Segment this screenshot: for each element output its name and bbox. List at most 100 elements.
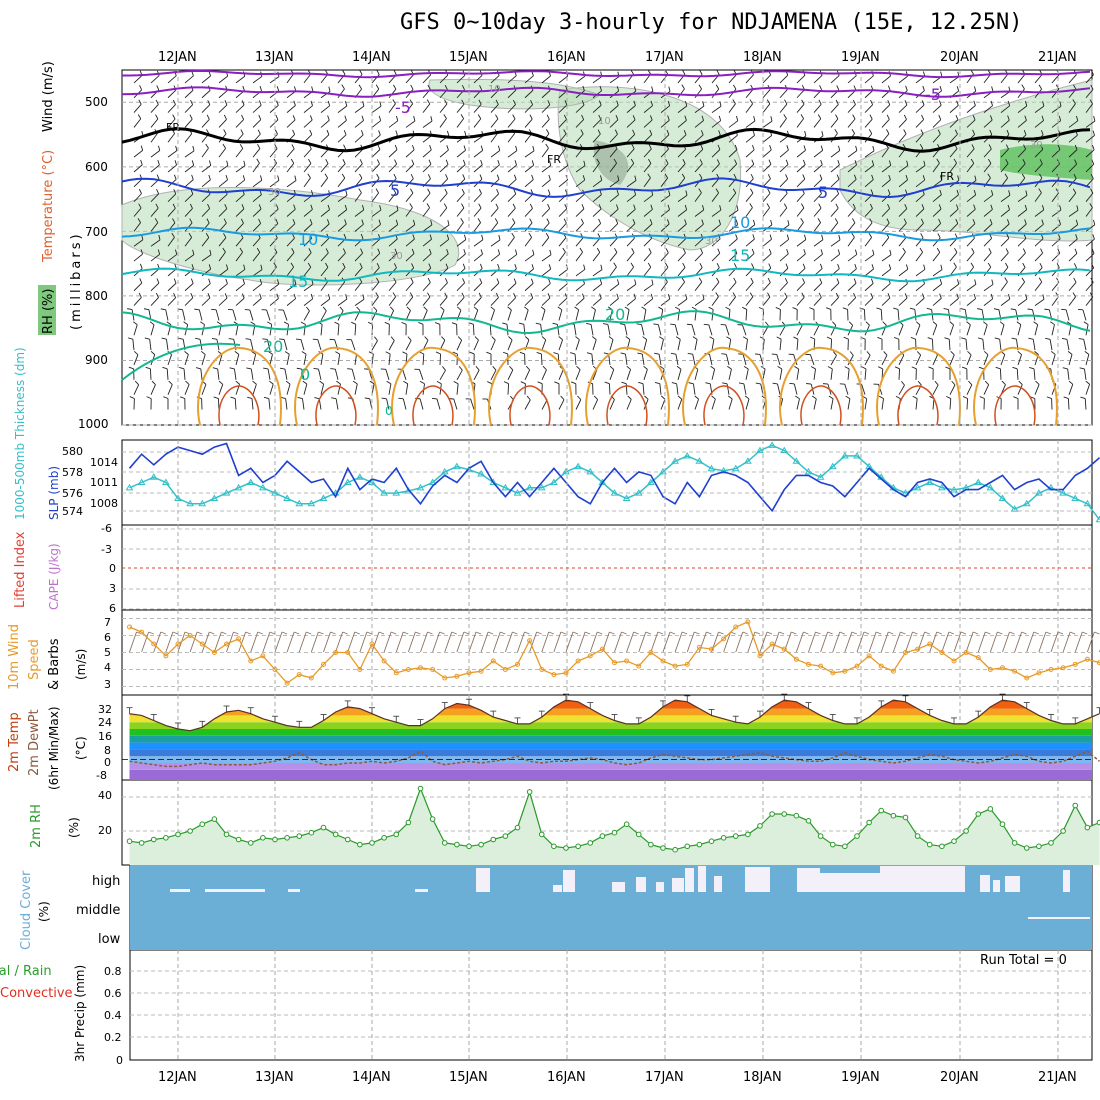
wind-barb-flag: [1072, 188, 1077, 194]
wind-barb: [813, 178, 823, 188]
wind-barb: [235, 75, 246, 84]
wind-barb: [762, 164, 772, 173]
wind-barb: [439, 224, 450, 232]
wind-barb: [626, 237, 635, 247]
wind-barb-flag: [972, 218, 976, 224]
wind-barb-flag: [633, 189, 637, 196]
wind-barb-flag: [259, 175, 263, 181]
wind-barb-flag: [825, 307, 831, 310]
wind-barb: [592, 148, 601, 158]
wind-barb-flag: [564, 203, 568, 209]
wind-barb: [1017, 120, 1027, 128]
thickness-point: [1034, 489, 1043, 496]
wind-barb: [932, 269, 943, 277]
surface-wind-barb-flag: [390, 631, 397, 635]
wind-barb: [932, 324, 938, 336]
wind-barb: [694, 163, 703, 173]
wind-speed-point: [308, 675, 314, 681]
wind-barb-flag: [597, 233, 601, 239]
wind-barb: [541, 339, 547, 351]
wind-barb: [915, 90, 925, 99]
wind-barb-flag: [222, 143, 227, 149]
thickness-point: [610, 489, 619, 496]
wind-barb: [507, 297, 516, 306]
wind-barb-flag: [616, 86, 620, 92]
wind-label: Wind (m/s): [41, 61, 56, 132]
wind-barb-flag: [868, 232, 873, 238]
wind-barb: [217, 368, 220, 380]
rh-label: RH (%): [41, 289, 56, 334]
wind-barb: [796, 325, 803, 336]
wind-barb-flag: [552, 322, 558, 325]
wind-barb: [966, 223, 976, 232]
wind-barb: [898, 251, 906, 262]
wind-barb: [1034, 281, 1043, 292]
wind-barb-flag: [855, 145, 858, 151]
wind-speed-point: [709, 646, 714, 652]
cloud-gap: [612, 882, 625, 892]
wind-barb: [473, 118, 482, 128]
wind-barb-flag: [291, 248, 295, 253]
bottom-date-axis: 12JAN 13JAN 14JAN 15JAN 16JAN 17JAN 18JAN 19JAN…: [158, 1070, 1077, 1085]
wind-barb: [983, 354, 989, 366]
wind-barb: [915, 283, 925, 292]
wind-barb-flag: [276, 100, 279, 106]
surface-wind-barb-flag: [1057, 631, 1064, 635]
wind-barb-flag: [441, 336, 446, 341]
surface-wind-barb-flag: [718, 631, 724, 635]
wind-barb: [915, 179, 925, 188]
wind-barb-flag: [150, 351, 156, 355]
wind-barb-flag: [545, 143, 549, 149]
wind-barb-flag: [1025, 190, 1028, 196]
wind-barb: [660, 309, 664, 321]
wind-barb-flag: [938, 204, 942, 210]
wind-barb-flag: [128, 366, 134, 370]
wind-barb: [881, 268, 891, 277]
cloud-gap: [820, 873, 880, 892]
wind-barb-flag: [802, 278, 806, 284]
wind-barb: [932, 119, 942, 128]
surface-wind-barb: [892, 631, 901, 653]
wind-barb: [830, 222, 839, 232]
wind-barb: [592, 119, 602, 128]
wind-barb: [592, 179, 603, 188]
wind-barb: [915, 133, 924, 143]
wind-barb-flag: [715, 292, 719, 297]
wind-barb: [741, 324, 747, 336]
wind-barb: [405, 296, 414, 306]
wind-barb-flag: [418, 322, 424, 325]
surface-wind-barb-flag: [524, 631, 530, 635]
wind-barb: [201, 75, 211, 84]
wind-barb: [439, 118, 447, 128]
wind-barb: [711, 238, 721, 247]
wind-barb-flag: [279, 338, 285, 340]
wind-barb: [371, 224, 381, 232]
thickness-label: 1000-500mb Thickness (dm): [13, 347, 27, 520]
li-tick: -3: [101, 543, 112, 556]
wind-barb-flag: [1057, 144, 1061, 150]
wind-barb: [643, 177, 651, 188]
wind-barb-flag: [940, 71, 943, 77]
wind-barb: [507, 118, 516, 128]
wind-barb: [167, 237, 175, 247]
wind-barb: [337, 298, 348, 306]
contour-label: 30: [1030, 140, 1043, 151]
wind-barb: [422, 164, 432, 173]
wind-barb: [1085, 120, 1096, 128]
wind-barb-flag: [648, 144, 652, 150]
wind-barb-flag: [185, 380, 190, 385]
wind-barb: [659, 383, 662, 395]
cloud-gap: [685, 868, 694, 892]
wind-barb-flag: [427, 84, 431, 90]
wind-barb-flag: [530, 293, 534, 298]
wind-speed-point: [830, 670, 836, 676]
wind-barb-flag: [630, 158, 635, 164]
wind-barb-flag: [377, 248, 381, 254]
wind-barb: [201, 384, 207, 395]
wind-barb-flag: [546, 218, 550, 224]
wind-barb-flag: [701, 115, 704, 121]
wind-barb: [507, 383, 510, 395]
wind-barb-flag: [480, 159, 483, 165]
wind-barb: [1068, 74, 1077, 84]
wind-barb-flag: [580, 129, 584, 135]
